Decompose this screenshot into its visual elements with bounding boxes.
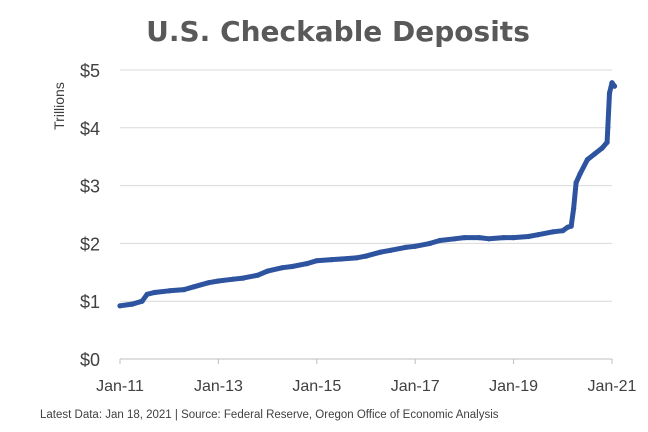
x-tick-label: Jan-15 xyxy=(292,378,341,395)
footer-source-note: Latest Data: Jan 18, 2021 | Source: Fede… xyxy=(40,409,499,421)
data-point xyxy=(452,236,458,242)
data-point xyxy=(144,291,150,297)
data-point xyxy=(568,223,574,229)
data-point xyxy=(255,272,261,278)
y-tick-label: $5 xyxy=(80,61,100,81)
data-point xyxy=(412,243,418,249)
data-point xyxy=(129,301,135,307)
data-point xyxy=(289,263,295,270)
data-point xyxy=(437,237,443,244)
data-point xyxy=(604,139,610,145)
x-tick-label: Jan-21 xyxy=(588,378,637,395)
data-point xyxy=(525,233,532,240)
data-point xyxy=(606,90,613,96)
data-point xyxy=(550,229,556,235)
data-point xyxy=(560,228,566,234)
y-tick-labels: $0 $1 $2 $3 $4 $5 xyxy=(80,61,100,370)
data-point xyxy=(599,145,605,151)
data-point xyxy=(501,235,507,241)
data-point xyxy=(363,253,369,259)
gridlines xyxy=(120,69,612,302)
data-point xyxy=(304,261,310,267)
data-point xyxy=(151,289,157,296)
data-point xyxy=(573,180,579,186)
data-point xyxy=(240,275,246,281)
x-tick-label: Jan-13 xyxy=(194,378,243,395)
y-tick-label: $0 xyxy=(80,350,100,370)
data-point xyxy=(353,255,359,261)
axes xyxy=(119,358,613,364)
data-point xyxy=(181,287,187,293)
y-axis-label: Trillions xyxy=(51,82,67,130)
x-tick-label: Jan-11 xyxy=(96,378,144,395)
data-point xyxy=(510,235,517,241)
y-tick-label: $3 xyxy=(80,177,100,197)
data-point xyxy=(476,235,482,241)
data-point xyxy=(427,240,433,246)
y-tick-label: $4 xyxy=(80,119,100,139)
x-tick-label: Jan-19 xyxy=(489,378,538,395)
data-point xyxy=(230,276,236,282)
y-tick-label: $1 xyxy=(80,292,100,312)
data-point xyxy=(577,171,583,177)
data-point xyxy=(265,268,271,274)
data-point xyxy=(378,249,384,255)
data-point xyxy=(117,303,123,309)
data-point xyxy=(139,298,145,304)
data-point xyxy=(486,236,492,242)
data-point xyxy=(388,247,394,253)
data-point xyxy=(215,278,221,284)
data-point xyxy=(279,265,285,271)
data-point xyxy=(461,235,467,241)
data-point xyxy=(592,151,598,157)
data-point xyxy=(571,206,577,212)
data-point xyxy=(329,257,335,263)
data-point xyxy=(535,232,541,238)
chart-title: U.S. Checkable Deposits xyxy=(146,15,530,48)
series-line-checkable-deposits xyxy=(117,80,617,309)
data-point xyxy=(206,280,212,286)
data-point xyxy=(584,157,591,163)
series-layer xyxy=(117,80,618,309)
x-tick-label: Jan-17 xyxy=(391,378,440,395)
data-point xyxy=(402,244,408,250)
data-point xyxy=(314,258,320,264)
data-point xyxy=(191,284,197,290)
y-tick-label: $2 xyxy=(80,234,100,254)
data-point xyxy=(166,288,172,294)
data-point xyxy=(338,256,344,262)
x-tick-labels: Jan-11 Jan-13 Jan-15 Jan-17 Jan-19 Jan-21 xyxy=(96,378,636,395)
data-point xyxy=(611,83,618,89)
